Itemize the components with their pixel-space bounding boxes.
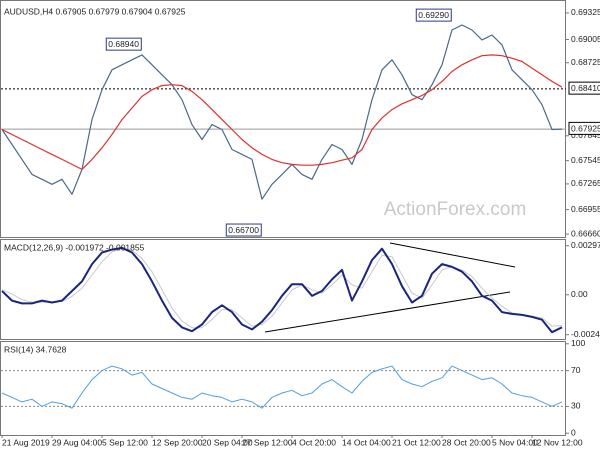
x-tick-label: 5 Nov 04:00 [492,437,538,447]
y-tick-label: 0.66660 [571,228,600,238]
y-tick-label: 0.00 [571,289,588,299]
series-line [1,248,563,329]
level-label: 0.67925 [571,123,600,133]
x-tick-label: 4 Oct 20:00 [292,437,336,447]
watermark: ActionForex.com [384,199,527,220]
trendline [264,291,511,333]
y-tick-label: 0.00297 [571,240,600,250]
macd-panel-frame [0,239,566,340]
annotation-label: 0.69290 [418,10,449,20]
y-tick-label: 0.68725 [571,57,600,67]
y-tick-label: 0 [571,427,576,437]
level-label: 0.68410 [571,83,600,93]
x-tick-label: 14 Oct 04:00 [342,437,391,447]
y-tick-label: 30 [571,401,581,411]
x-tick-label: 29 Aug 04:00 [52,437,102,447]
x-tick-label: 21 Aug 2019 [2,437,50,447]
trendline [389,242,516,268]
level-label-box [568,81,600,95]
y-tick-label: 70 [571,365,581,375]
panel-title: AUDUSD,H4 0.67905 0.67979 0.67904 0.6792… [4,6,186,16]
x-tick-label: 27 Sep 12:00 [242,437,293,447]
series-line [1,54,563,170]
level-label-box [568,121,600,135]
annotation-label: 0.68940 [108,39,139,49]
y-tick-label: 0.69325 [571,7,600,17]
annotation-label-box [415,8,452,22]
annotation-label: 0.66700 [228,225,259,235]
rsi-panel-frame [0,341,566,436]
annotation-label-box [105,37,142,51]
panel-title: MACD(12,26,9) -0.001972 -0.001855 [4,242,145,252]
y-tick-label: 0.67265 [571,178,600,188]
y-tick-label: 0.69005 [571,34,600,44]
series-line [1,246,563,334]
series-line [1,365,563,409]
y-tick-label: 0.66955 [571,204,600,214]
x-tick-label: 12 Sep 20:00 [152,437,203,447]
x-tick-label: 28 Oct 20:00 [442,437,491,447]
panel-title: RSI(14) 34.7628 [4,344,67,354]
x-tick-label: 20 Sep 04:00 [202,437,253,447]
x-tick-label: 12 Nov 12:00 [532,437,583,447]
y-tick-label: 0.67845 [571,130,600,140]
y-tick-label: 0.67545 [571,155,600,165]
price-panel-frame [0,0,566,238]
x-tick-label: 21 Oct 12:00 [392,437,441,447]
y-tick-label: -0.00242 [571,329,600,339]
x-tick-label: 5 Sep 12:00 [102,437,148,447]
annotation-label-box [225,223,262,237]
y-tick-label: 100 [571,338,585,348]
series-line [1,24,563,200]
